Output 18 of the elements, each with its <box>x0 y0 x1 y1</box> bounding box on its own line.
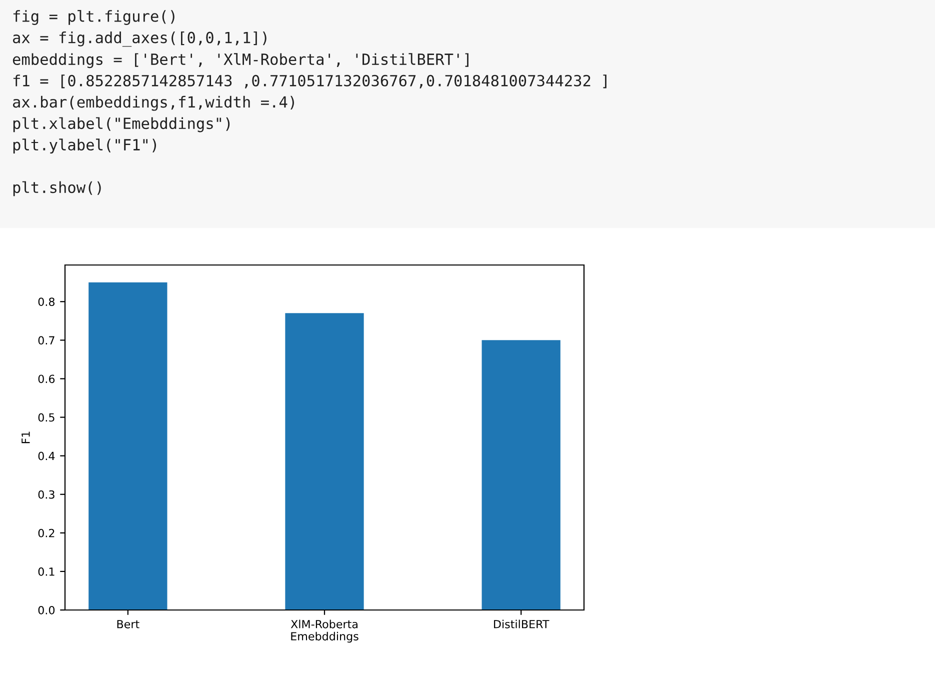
x-tick-label: DistilBERT <box>494 620 550 628</box>
x-tick-label: Bert <box>117 620 140 628</box>
y-tick-label: 0.5 <box>38 413 54 422</box>
y-tick-label: 0.4 <box>38 452 55 460</box>
y-tick-label: 0.1 <box>38 567 54 576</box>
y-tick-label: 0.3 <box>38 490 54 499</box>
y-tick-label: 0.0 <box>38 606 55 614</box>
y-tick-label: 0.7 <box>38 336 54 345</box>
x-tick-label: XlM-Roberta <box>290 620 358 628</box>
text: fig = plt.figure() ax = fig.add_axes([0,0,1,1]) embeddings = ['Bert', 'XlM-Roberta', 'DistilBERT'] f1 = [0.8522857142857143 ,0.7710517132036767,0.7018481007344232 ] ax.bar(embeddings,f1,width =.4) plt.xlabel("Emebddings") plt.ylabel("F1") plt.show() <box>12 10 606 196</box>
y-axis-title: F1 <box>22 432 30 444</box>
bar <box>285 313 364 610</box>
bar <box>482 340 560 610</box>
bar <box>88 282 168 610</box>
y-tick-label: 0.8 <box>38 298 55 306</box>
y-tick-label: 0.2 <box>38 528 54 538</box>
x-axis-title: Emebddings <box>291 632 358 643</box>
y-tick-label: 0.6 <box>38 374 55 384</box>
